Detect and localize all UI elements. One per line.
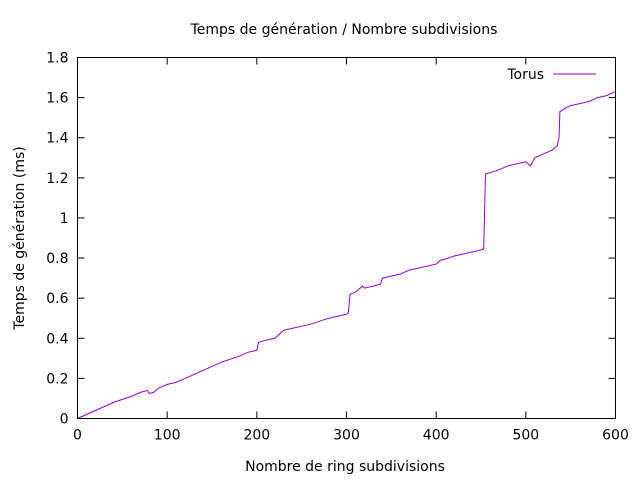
y-axis-ticks: 0 0.2 0.4 0.6 0.8 1 1.2 1.4 1.6 1.8 xyxy=(46,51,616,428)
x-tick-label: 400 xyxy=(423,428,450,444)
y-tick-label: 0.8 xyxy=(46,251,68,267)
y-tick-label: 1.4 xyxy=(46,131,68,147)
y-tick-label: 1.6 xyxy=(46,91,68,107)
legend-label: Torus xyxy=(506,67,544,83)
x-tick-label: 300 xyxy=(333,428,360,444)
y-tick-label: 0.2 xyxy=(46,371,68,387)
x-tick-label: 100 xyxy=(154,428,181,444)
y-tick-label: 0.4 xyxy=(46,331,68,347)
x-axis-title: Nombre de ring subdivisions xyxy=(245,459,445,475)
y-tick-label: 1.2 xyxy=(46,171,68,187)
x-tick-label: 500 xyxy=(512,428,539,444)
y-tick-label: 1 xyxy=(60,211,69,227)
x-tick-label: 0 xyxy=(73,428,82,444)
x-tick-label: 600 xyxy=(602,428,629,444)
y-tick-label: 1.8 xyxy=(46,51,68,67)
x-tick-label: 200 xyxy=(243,428,270,444)
chart-title: Temps de génération / Nombre subdivision… xyxy=(190,22,498,38)
series-layer xyxy=(77,91,616,419)
y-tick-label: 0 xyxy=(60,412,69,428)
series-line-torus xyxy=(77,91,616,419)
x-axis-ticks: 0 100 200 300 400 500 600 xyxy=(73,57,629,444)
legend: Torus xyxy=(506,67,596,83)
plot-frame xyxy=(77,57,616,419)
y-tick-label: 0.6 xyxy=(46,291,68,307)
y-axis-title: Temps de génération (ms) xyxy=(12,146,28,330)
